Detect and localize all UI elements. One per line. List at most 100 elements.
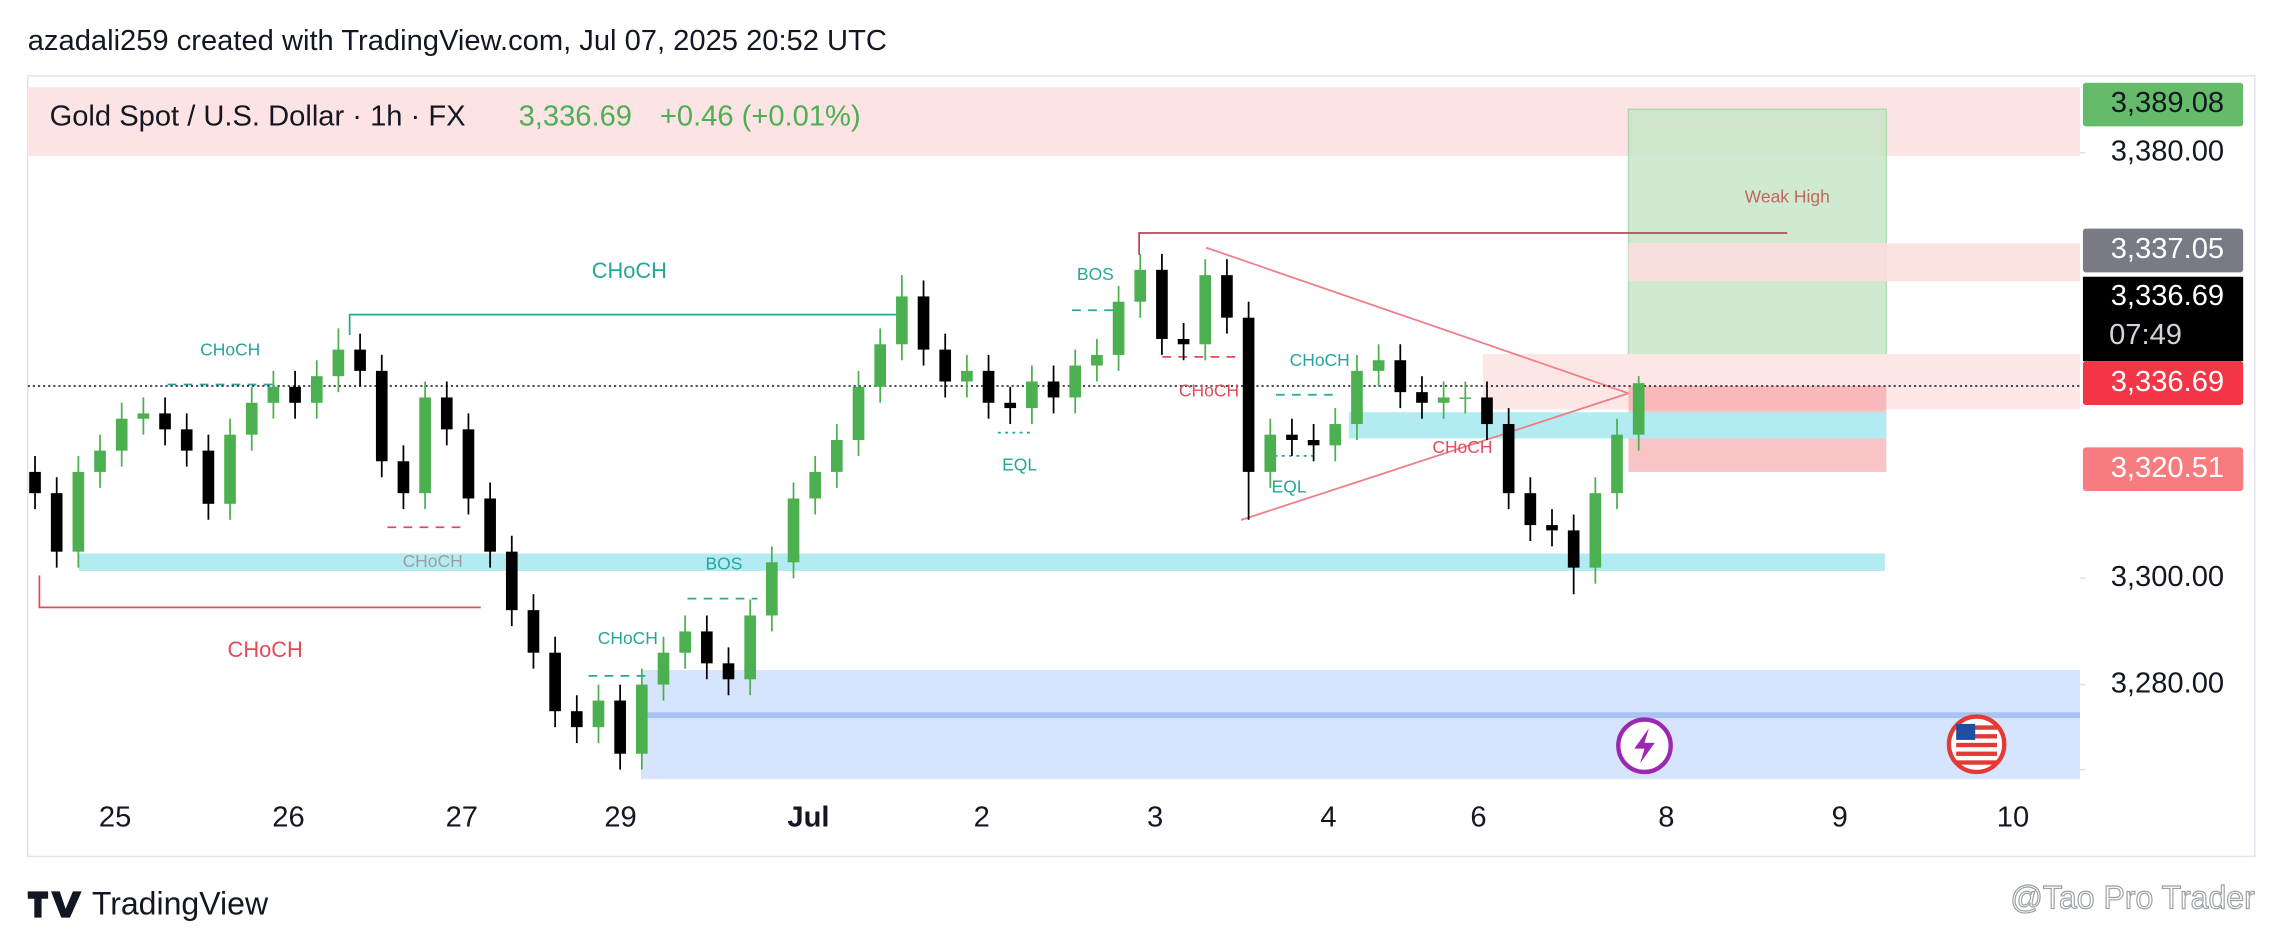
structure-label: BOS	[1077, 264, 1114, 284]
candle-body	[722, 663, 735, 680]
supply-zone	[1628, 243, 2081, 282]
candles	[29, 253, 1645, 770]
x-tick-label: 26	[272, 801, 304, 833]
structure-label: BOS	[706, 554, 743, 574]
candle-body	[1416, 392, 1428, 403]
candle-body	[1329, 424, 1342, 446]
candle-body	[245, 402, 258, 435]
candle-body	[1632, 383, 1645, 435]
price-tag	[2082, 361, 2244, 405]
candle-body	[29, 471, 41, 494]
candle-body	[614, 700, 626, 754]
candle-body	[1112, 301, 1125, 355]
candle-body	[1156, 269, 1168, 339]
triangle-line	[1205, 246, 1629, 395]
candle-body	[657, 652, 670, 685]
price-tag	[2082, 228, 2244, 273]
candle-body	[1264, 434, 1277, 472]
annotations: CHoCH CHoCH BOS CHoCH CHoCH EQL EQL CHoCH CHoCH B…	[200, 187, 1830, 662]
candle-body	[202, 450, 215, 504]
candle-body	[1589, 493, 1602, 568]
candle-body	[1351, 370, 1363, 425]
candle-body	[1047, 381, 1060, 398]
candle-body	[744, 615, 756, 680]
x-tick-label: 8	[1658, 801, 1674, 833]
brand: TradingView	[92, 885, 269, 921]
structure-label: CHoCH	[598, 628, 658, 648]
candle-body	[72, 471, 85, 552]
x-tick-label: Jul	[787, 801, 829, 833]
candle-body	[310, 376, 323, 403]
structure-label: EQL	[1272, 477, 1307, 497]
candle-body	[505, 551, 518, 611]
candle-body	[224, 434, 236, 504]
watermark: @Tao Pro Trader	[2010, 880, 2255, 916]
price-tag-label: 3,389.08	[2111, 87, 2224, 119]
x-tick-label: 3	[1147, 801, 1163, 833]
candle-body	[982, 370, 995, 403]
price-tag-label: 3,337.05	[2111, 233, 2224, 265]
header: azadali259 created with TradingView.com,…	[28, 25, 887, 57]
structure-label: CHoCH	[592, 258, 667, 283]
plot-layer: CHoCH CHoCH BOS CHoCH CHoCH EQL EQL CHoCH CHoCH B…	[27, 87, 2081, 780]
weak-high-line	[1138, 232, 1788, 255]
candle-body	[1026, 381, 1038, 409]
structure-lines	[38, 232, 1788, 677]
x-tick-label: 29	[604, 801, 636, 833]
candle-body	[159, 413, 171, 430]
candle-body	[1286, 434, 1298, 440]
candle-body	[1459, 397, 1472, 399]
candle-body	[1221, 275, 1233, 318]
candle-body	[1437, 397, 1450, 403]
candle-body	[939, 349, 952, 382]
tv-logo	[27, 891, 82, 918]
candle-body	[419, 397, 431, 494]
countdown: 07:49	[2109, 319, 2182, 351]
candle-body	[1524, 493, 1537, 526]
candle-body	[1134, 269, 1147, 302]
x-tick-label: 2	[974, 801, 990, 833]
candle-body	[1567, 530, 1580, 568]
candle-body	[1481, 397, 1493, 425]
candle-body	[462, 429, 475, 499]
candle-body	[961, 370, 973, 382]
x-tick-label: 25	[99, 801, 131, 833]
legend-change: +0.46 (+0.01%)	[660, 101, 861, 133]
candle-body	[1199, 275, 1212, 345]
candle-body	[549, 652, 561, 712]
x-tick-label: 9	[1832, 801, 1848, 833]
candle-body	[701, 631, 713, 664]
candle-body	[267, 386, 280, 403]
candle-body	[354, 349, 366, 371]
candle-body	[766, 562, 778, 616]
y-tick-label: 3,300.00	[2111, 561, 2224, 593]
structure-label: CHoCH	[1432, 437, 1492, 457]
choch-line	[38, 575, 481, 609]
lightning-icon	[1634, 728, 1655, 764]
structure-label: CHoCH	[200, 340, 260, 360]
y-tick-label: 3,380.00	[2111, 136, 2224, 168]
candle-body	[679, 631, 691, 653]
symbol-title: Gold Spot / U.S. Dollar · 1h · FX	[50, 101, 466, 133]
candle-body	[1502, 424, 1515, 494]
structure-label: CHoCH	[403, 551, 463, 571]
candle-body	[570, 711, 583, 728]
candle-body	[1394, 360, 1407, 393]
structure-label: Weak High	[1745, 187, 1830, 207]
candle-body	[1177, 338, 1190, 345]
price-tag-label: 3,336.69	[2111, 366, 2224, 398]
structure-label: CHoCH	[228, 637, 303, 662]
candle-body	[1546, 525, 1558, 531]
x-tick-label: 27	[446, 801, 478, 833]
candle-body	[1307, 439, 1320, 446]
candle-body	[896, 296, 908, 345]
x-tick-label: 4	[1320, 801, 1336, 833]
candle-body	[332, 349, 345, 377]
candle-body	[809, 471, 822, 499]
candle-body	[180, 429, 193, 451]
price-tag-label: 3,336.69	[2111, 280, 2224, 312]
candle-body	[289, 386, 301, 403]
price-tag	[2082, 276, 2244, 362]
